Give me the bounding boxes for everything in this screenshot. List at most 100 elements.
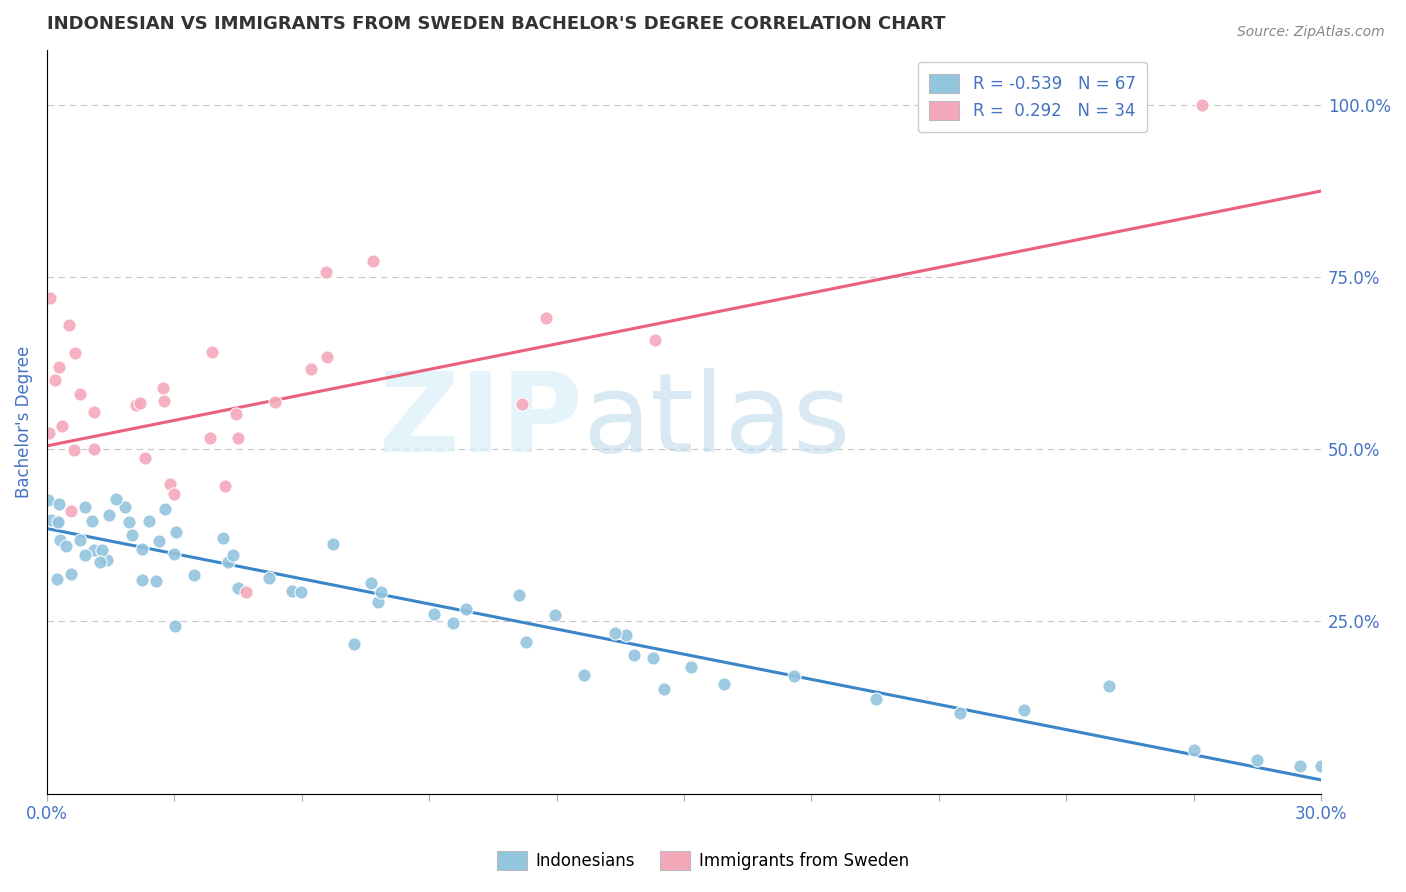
Point <box>134 451 156 466</box>
Point <box>367 595 389 609</box>
Point <box>83 405 105 419</box>
Point <box>48 359 70 374</box>
Text: INDONESIAN VS IMMIGRANTS FROM SWEDEN BACHELOR'S DEGREE CORRELATION CHART: INDONESIAN VS IMMIGRANTS FROM SWEDEN BAC… <box>46 15 945 33</box>
Point <box>48 515 70 529</box>
Point <box>1191 98 1213 112</box>
Point <box>865 691 887 706</box>
Point <box>55 539 77 553</box>
Point <box>148 533 170 548</box>
Point <box>89 555 111 569</box>
Point <box>163 487 186 501</box>
Point <box>45 514 67 528</box>
Point <box>49 533 72 547</box>
Point <box>83 543 105 558</box>
Point <box>280 584 302 599</box>
Point <box>152 381 174 395</box>
Point <box>153 502 176 516</box>
Point <box>162 548 184 562</box>
Point <box>159 476 181 491</box>
Point <box>69 533 91 548</box>
Point <box>623 648 645 662</box>
Point <box>44 373 66 387</box>
Point <box>257 571 280 585</box>
Point <box>299 362 322 376</box>
Point <box>39 513 62 527</box>
Point <box>614 627 637 641</box>
Point <box>38 425 60 440</box>
Point <box>1182 743 1205 757</box>
Point <box>510 396 533 410</box>
Point <box>125 398 148 412</box>
Point <box>118 515 141 529</box>
Text: atlas: atlas <box>582 368 851 475</box>
Point <box>423 607 446 621</box>
Point <box>69 387 91 401</box>
Point <box>1310 759 1333 773</box>
Point <box>222 549 245 563</box>
Point <box>322 537 344 551</box>
Point <box>1098 679 1121 693</box>
Point <box>644 333 666 347</box>
Point <box>217 555 239 569</box>
Point <box>226 582 249 596</box>
Y-axis label: Bachelor's Degree: Bachelor's Degree <box>15 345 32 498</box>
Legend: R = -0.539   N = 67, R =  0.292   N = 34: R = -0.539 N = 67, R = 0.292 N = 34 <box>918 62 1147 132</box>
Point <box>153 393 176 408</box>
Point <box>315 265 337 279</box>
Point <box>63 443 86 458</box>
Point <box>290 585 312 599</box>
Point <box>681 660 703 674</box>
Point <box>121 528 143 542</box>
Legend: Indonesians, Immigrants from Sweden: Indonesians, Immigrants from Sweden <box>491 844 915 877</box>
Point <box>60 503 83 517</box>
Point <box>456 601 478 615</box>
Point <box>211 531 233 545</box>
Point <box>165 619 187 633</box>
Point <box>58 318 80 333</box>
Point <box>75 548 97 562</box>
Point <box>129 396 152 410</box>
Point <box>544 607 567 622</box>
Point <box>83 442 105 457</box>
Point <box>370 585 392 599</box>
Point <box>641 650 664 665</box>
Point <box>949 706 972 720</box>
Point <box>201 344 224 359</box>
Text: Source: ZipAtlas.com: Source: ZipAtlas.com <box>1237 25 1385 39</box>
Point <box>48 497 70 511</box>
Text: ZIP: ZIP <box>378 368 582 475</box>
Point <box>534 310 557 325</box>
Point <box>316 350 339 364</box>
Point <box>80 514 103 528</box>
Point <box>131 573 153 587</box>
Point <box>37 493 59 508</box>
Point <box>131 542 153 557</box>
Point <box>114 500 136 514</box>
Point <box>59 566 82 581</box>
Point <box>38 291 60 305</box>
Point <box>225 407 247 421</box>
Point <box>652 682 675 697</box>
Point <box>783 669 806 683</box>
Point <box>1012 703 1035 717</box>
Point <box>441 616 464 631</box>
Point <box>104 491 127 506</box>
Point <box>1288 759 1310 773</box>
Point <box>145 574 167 588</box>
Point <box>713 677 735 691</box>
Point <box>360 576 382 591</box>
Point <box>51 419 73 434</box>
Point <box>1246 753 1268 767</box>
Point <box>214 479 236 493</box>
Point <box>515 635 537 649</box>
Point <box>343 637 366 651</box>
Point <box>183 568 205 582</box>
Point <box>603 626 626 640</box>
Point <box>97 508 120 522</box>
Point <box>263 394 285 409</box>
Point <box>200 431 222 445</box>
Point <box>45 572 67 586</box>
Point <box>91 543 114 558</box>
Point <box>138 514 160 528</box>
Point <box>73 500 96 514</box>
